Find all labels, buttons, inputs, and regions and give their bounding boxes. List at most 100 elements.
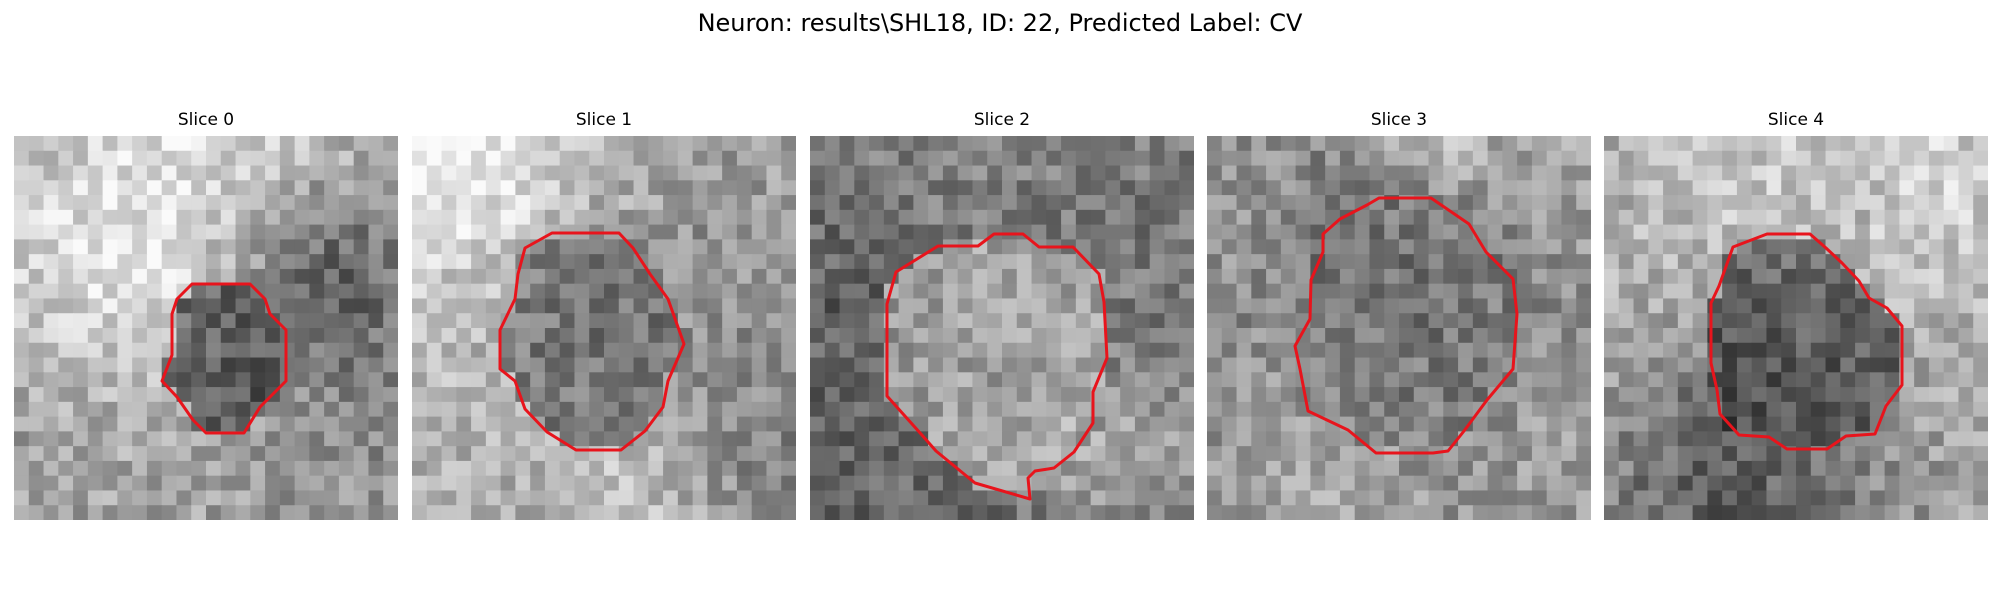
- slice-pixel: [810, 209, 826, 226]
- slice-pixel: [176, 150, 192, 167]
- slice-pixel: [1884, 224, 1900, 240]
- slice-pixel: [102, 298, 118, 314]
- slice-pixel: [1384, 475, 1400, 492]
- slice-pixel: [1031, 416, 1047, 432]
- slice-pixel: [1354, 268, 1371, 285]
- slice-pixel: [854, 475, 870, 492]
- slice-pixel: [161, 136, 178, 152]
- slice-pixel: [1120, 254, 1136, 270]
- slice-pixel: [117, 387, 133, 403]
- slice-pixel: [1251, 342, 1267, 359]
- slice-pixel: [1928, 239, 1945, 255]
- slice-pixel: [604, 416, 620, 432]
- slice-pixel: [1914, 475, 1930, 492]
- slice-pixel: [412, 490, 428, 506]
- slice-pixel: [1825, 357, 1841, 373]
- slice-pixel: [707, 372, 723, 388]
- slice-pixel: [618, 387, 635, 403]
- slice-pixel: [1648, 446, 1664, 462]
- slice-pixel: [383, 150, 398, 167]
- slice-pixel: [1236, 475, 1252, 492]
- slice-pixel: [1458, 401, 1474, 418]
- slice-pixel: [1295, 431, 1311, 447]
- slice-pixel: [559, 283, 576, 300]
- slice-pixel: [1855, 150, 1871, 167]
- slice-pixel: [677, 505, 694, 520]
- slice-pixel: [426, 313, 443, 329]
- slice-pixel: [1736, 180, 1753, 196]
- slice-pixel: [1120, 475, 1136, 492]
- slice-pixel: [58, 416, 74, 432]
- slice-pixel: [1207, 150, 1223, 167]
- slice-pixel: [471, 446, 487, 462]
- slice-pixel: [87, 268, 104, 285]
- slice-pixel: [1384, 490, 1400, 506]
- slice-pixel: [810, 298, 826, 314]
- slice-pixel: [1354, 136, 1371, 152]
- slice-pixel: [1487, 150, 1503, 167]
- slice-pixel: [1354, 298, 1371, 314]
- slice-pixel: [1618, 401, 1635, 418]
- slice-pixel: [1604, 136, 1620, 152]
- slice-pixel: [1810, 165, 1827, 181]
- slice-pixel: [1692, 165, 1708, 181]
- slice-pixel: [810, 372, 826, 388]
- slice-pixel: [1707, 224, 1723, 240]
- slice-pixel: [324, 475, 340, 492]
- slice-pixel: [1221, 239, 1238, 255]
- slice-pixel: [559, 387, 576, 403]
- slice-pixel: [1810, 180, 1827, 196]
- slice-pixel: [1958, 416, 1974, 432]
- slice-pixel: [324, 136, 340, 152]
- slice-pixel: [1016, 195, 1033, 211]
- slice-pixel: [1016, 431, 1033, 447]
- slice-pixel: [839, 298, 855, 314]
- slice-pixel: [43, 401, 59, 418]
- slice-pixel: [1428, 224, 1444, 240]
- slice-pixel: [1781, 490, 1797, 506]
- slice-pixel: [544, 490, 561, 506]
- slice-pixel: [1781, 357, 1797, 373]
- slice-pixel: [1810, 298, 1827, 314]
- slice-pixel: [206, 224, 222, 240]
- slice-pixel: [810, 490, 826, 506]
- slice-pixel: [1120, 328, 1136, 344]
- slice-pixel: [1618, 180, 1635, 196]
- slice-pixel: [1031, 136, 1047, 152]
- slice-pixel: [1090, 209, 1106, 226]
- slice-pixel: [883, 446, 900, 462]
- slice-pixel: [1576, 328, 1591, 344]
- slice-pixel: [928, 313, 944, 329]
- slice-pixel: [1855, 401, 1871, 418]
- slice-pixel: [485, 475, 502, 492]
- slice-pixel: [471, 475, 487, 492]
- slice-pixel: [265, 195, 281, 211]
- slice-pixel: [722, 209, 738, 226]
- slice-pixel: [1692, 372, 1708, 388]
- slice-pixel: [1164, 150, 1180, 167]
- slice-pixel: [707, 460, 723, 477]
- slice-pixel: [618, 490, 635, 506]
- slice-pixel: [928, 475, 944, 492]
- slice-pixel: [574, 313, 590, 329]
- slice-pixel: [1105, 328, 1121, 344]
- slice-pixel: [1075, 283, 1092, 300]
- slice-pixel: [692, 328, 708, 344]
- slice-pixel: [766, 446, 782, 462]
- slice-pixel: [265, 150, 281, 167]
- slice-pixel: [1869, 268, 1886, 285]
- slice-pixel: [235, 268, 251, 285]
- slice-pixel: [1958, 372, 1974, 388]
- slice-pixel: [117, 298, 133, 314]
- slice-pixel: [1458, 313, 1474, 329]
- slice-pixel: [1120, 387, 1136, 403]
- slice-pixel: [456, 224, 472, 240]
- slice-pixel: [250, 298, 266, 314]
- slice-pixel: [751, 342, 768, 359]
- slice-pixel: [1046, 254, 1062, 270]
- slice-pixel: [73, 150, 89, 167]
- slice-pixel: [1120, 136, 1136, 152]
- slice-pixel: [1428, 268, 1444, 285]
- slice-pixel: [1384, 401, 1400, 418]
- slice-pixel: [132, 387, 148, 403]
